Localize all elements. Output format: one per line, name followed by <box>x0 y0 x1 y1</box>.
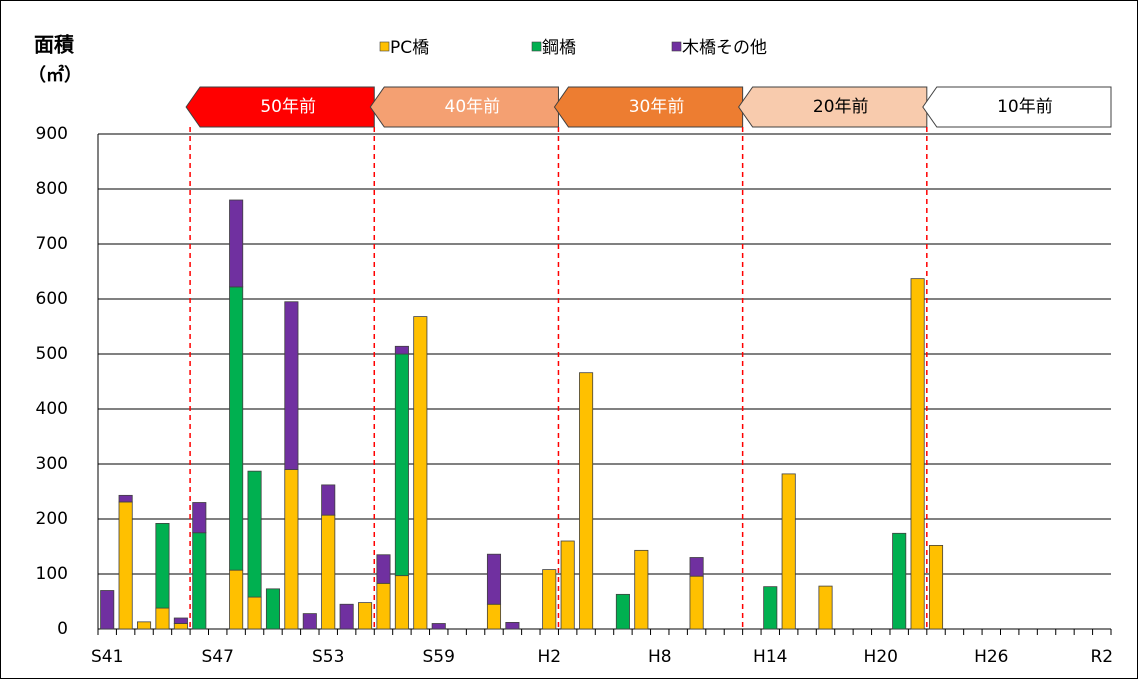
period-banner <box>922 86 1112 128</box>
bar-segment <box>137 621 152 630</box>
bar-segment <box>229 286 244 571</box>
y-tick-label: 600 <box>36 289 68 309</box>
bar-segment <box>634 549 649 630</box>
bar-segment <box>486 603 502 630</box>
x-tick-label: H20 <box>864 647 898 667</box>
bar-segment <box>339 603 354 630</box>
y-tick-label: 300 <box>36 454 68 474</box>
x-tick-label: S53 <box>312 647 344 667</box>
bar-segment <box>155 607 170 630</box>
legend-label: 木橋その他 <box>682 38 767 58</box>
bar-segment <box>892 532 907 630</box>
x-tick-label: H2 <box>537 647 561 667</box>
x-tick-label: S41 <box>91 647 123 667</box>
x-tick-label: H8 <box>648 647 672 667</box>
bar-segment <box>302 613 317 630</box>
bar-segment <box>781 473 796 630</box>
bar-segment <box>763 586 778 630</box>
bar-segment <box>284 301 299 470</box>
bar-segment <box>321 514 336 630</box>
bar-segment <box>394 575 409 630</box>
x-tick-label: H26 <box>974 647 1008 667</box>
bar-segment <box>229 199 244 288</box>
bar-segment <box>394 353 409 577</box>
bar-segment <box>321 484 336 516</box>
bar-segment <box>431 623 446 630</box>
legend-label: PC橋 <box>390 38 429 58</box>
y-tick-label: 800 <box>36 179 68 199</box>
period-label: 50年前 <box>260 97 316 117</box>
bar-segment <box>284 469 299 630</box>
bar-segment <box>247 470 262 598</box>
bar-segment <box>247 596 262 630</box>
bar-segment <box>928 545 944 630</box>
bar-segment <box>118 494 133 503</box>
bar-segment <box>579 372 594 630</box>
y-tick-label: 400 <box>36 399 68 419</box>
y-axis-unit: （㎡） <box>28 64 82 86</box>
bar-segment <box>192 532 207 630</box>
bar-segment <box>265 588 281 630</box>
bar-segment <box>376 554 391 584</box>
bar-segment <box>173 617 188 624</box>
x-tick-label: R2 <box>1090 647 1113 667</box>
x-tick-label: S59 <box>423 647 455 667</box>
bar-segment <box>229 569 244 630</box>
x-tick-label: S47 <box>201 647 233 667</box>
bar-segment <box>818 585 833 630</box>
bar-segment <box>173 623 188 630</box>
bar-segment <box>155 523 170 609</box>
period-label: 40年前 <box>445 97 501 117</box>
period-label: 10年前 <box>997 97 1053 117</box>
bar-segment <box>689 575 704 630</box>
period-label: 30年前 <box>629 97 685 117</box>
y-tick-label: 0 <box>57 619 68 639</box>
y-tick-label: 100 <box>36 564 68 584</box>
legend-label: 鋼橋 <box>542 38 576 58</box>
bar-segment <box>358 602 373 630</box>
bar-segment <box>505 622 520 630</box>
bar-segment <box>100 590 115 630</box>
y-tick-label: 900 <box>36 124 68 144</box>
bar-segment <box>486 553 502 605</box>
y-tick-label: 500 <box>36 344 68 364</box>
bar-segment <box>413 316 428 630</box>
legend-swatch <box>671 41 682 52</box>
y-tick-label: 700 <box>36 234 68 254</box>
bar-segment <box>542 569 557 630</box>
bar-segment <box>615 593 630 630</box>
bar-segment <box>376 582 391 630</box>
y-axis-label: 面積 <box>34 33 75 57</box>
bar-segment <box>560 540 575 630</box>
bar-segment <box>118 501 133 630</box>
y-tick-label: 200 <box>36 509 68 529</box>
period-label: 20年前 <box>813 97 869 117</box>
bar-segment <box>689 557 704 577</box>
legend-swatch <box>379 41 390 52</box>
legend-swatch <box>531 41 542 52</box>
bar-segment <box>394 345 409 355</box>
x-tick-label: H14 <box>753 647 787 667</box>
bar-segment <box>910 278 925 630</box>
bar-segment <box>192 502 207 534</box>
